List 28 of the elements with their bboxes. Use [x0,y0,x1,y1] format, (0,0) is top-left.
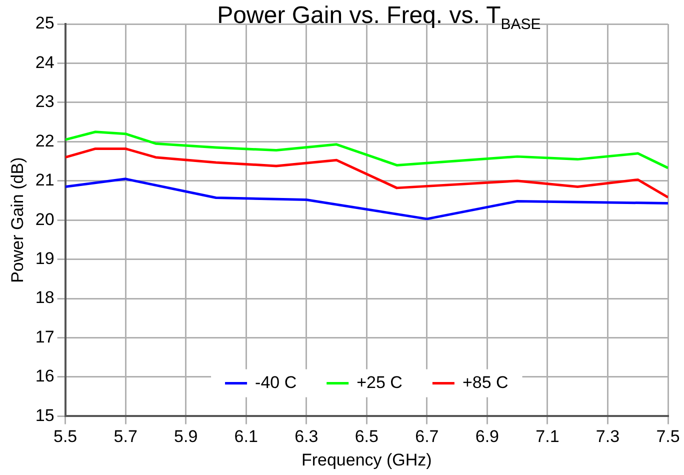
x-tick-label: 6.3 [294,427,318,446]
y-tick-label: 16 [35,366,54,386]
x-tick-label: 6.1 [234,427,258,446]
y-tick-label: 18 [35,288,54,308]
x-tick-label: 5.9 [174,427,198,446]
y-tick-label: 22 [35,131,54,150]
x-axis-title: Frequency (GHz) [301,450,432,470]
y-tick-label: 20 [35,210,54,229]
chart-title: Power Gain vs. Freq. vs. T$_{BASE}$ [216,2,542,33]
y-tick-label: 23 [35,92,54,112]
legend-label: +85 C [462,372,508,392]
y-tick-label: 15 [35,406,54,425]
y-tick-label: 19 [35,249,54,268]
y-tick-label: 24 [35,52,54,72]
y-axis-title: Power Gain (dB) [8,157,27,283]
x-tick-label: 6.9 [475,427,500,446]
y-tick-label: 17 [35,327,54,346]
x-tick-label: 7.3 [596,427,620,446]
legend-label: -40 C [255,372,297,392]
x-tick-label: 7.5 [656,427,680,446]
x-tick-label: 6.7 [415,427,439,446]
legend-label: +25 C [356,372,402,392]
x-tick-label: 7.1 [536,427,560,446]
y-tick-label: 21 [35,170,54,190]
x-tick-label: 5.7 [114,427,138,446]
x-tick-label: 5.5 [53,427,78,446]
y-tick-label: 25 [35,14,54,33]
x-tick-label: 6.5 [354,427,378,446]
